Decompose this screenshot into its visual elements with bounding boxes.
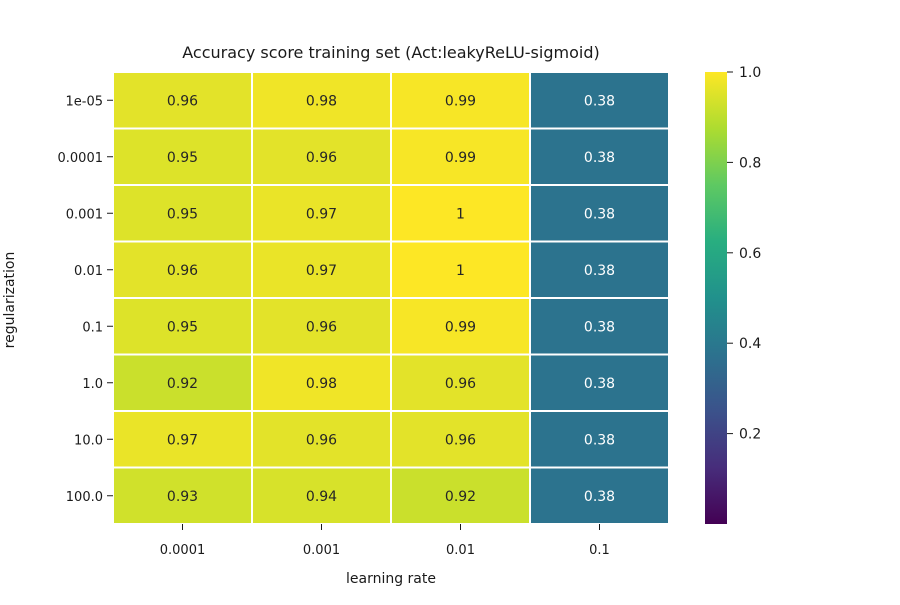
cell-value-label: 0.96 [167,263,198,279]
x-axis-label: learning rate [346,571,436,587]
cell-value-label: 0.97 [306,263,337,279]
cell-value-label: 0.98 [306,93,337,109]
x-tick-label: 0.001 [303,543,340,558]
y-tick-label: 100.0 [66,490,103,505]
colorbar-ticks: 0.2 0.4 0.6 0.8 1.0 [727,65,761,443]
cell-value-label: 0.99 [445,93,476,109]
colorbar-tick-label: 1.0 [739,65,761,81]
cell-value-label: 0.96 [306,150,337,166]
heatmap-cell [251,127,392,186]
cell-value-label: 0.95 [167,319,198,335]
heatmap-cell [529,353,670,412]
heatmap-cell [251,71,392,130]
cell-value-label: 0.38 [584,206,615,222]
heatmap-cell [529,297,670,356]
y-tick-label: 0.0001 [58,151,104,166]
heatmap-cell [390,353,531,412]
heatmap-cell [251,297,392,356]
colorbar-tick-label: 0.8 [739,155,761,171]
y-tick-labels: 1e-05 0.0001 0.001 0.01 0.1 1.0 10.0 100.0 [58,94,113,505]
chart-title: Accuracy score training set (Act:leakyRe… [182,43,599,62]
y-tick-label: 0.001 [66,207,103,222]
cell-value-label: 0.96 [167,93,198,109]
cell-value-label: 0.95 [167,150,198,166]
y-tick-label: 1e-05 [65,94,103,109]
cell-value-label: 0.92 [167,376,198,392]
y-tick-label: 0.1 [82,320,103,335]
heatmap-cell [529,184,670,243]
heatmap-cell [529,240,670,299]
cell-value-label: 1 [456,263,465,279]
heatmap-cell [112,353,253,412]
cell-value-label: 0.96 [306,432,337,448]
cell-value-label: 0.96 [445,376,476,392]
cell-value-label: 0.38 [584,432,615,448]
cell-value-label: 0.98 [306,376,337,392]
heatmap-cell [529,410,670,469]
cell-value-label: 0.38 [584,150,615,166]
cell-value-label: 0.97 [167,432,198,448]
heatmap-cell [390,297,531,356]
y-tick-label: 10.0 [74,433,103,448]
heatmap-cell [112,466,253,525]
heatmap-cell [251,184,392,243]
colorbar-tick-label: 0.4 [739,336,761,352]
cell-value-label: 0.92 [445,489,476,505]
colorbar: 0.2 0.4 0.6 0.8 1.0 [705,65,761,524]
y-axis-label: regularization [2,252,18,349]
cell-value-label: 0.38 [584,376,615,392]
x-tick-labels: 0.0001 0.001 0.01 0.1 [160,524,610,558]
x-tick-label: 0.1 [589,543,610,558]
cell-value-label: 0.96 [445,432,476,448]
heatmap-cells: 0.96 0.98 0.99 0.38 0.95 0.96 0.99 0.38 0.95 0.97… [112,71,670,525]
x-tick-label: 0.01 [446,543,475,558]
y-tick-label: 1.0 [82,377,103,392]
cell-value-label: 0.95 [167,206,198,222]
y-tick-label: 0.01 [74,264,103,279]
cell-value-label: 0.96 [306,319,337,335]
heatmap-cell [251,353,392,412]
heatmap-cell [390,466,531,525]
heatmap-cell [529,71,670,130]
heatmap-cell [251,240,392,299]
cell-value-label: 0.38 [584,263,615,279]
cell-value-label: 0.38 [584,319,615,335]
cell-value-label: 0.93 [167,489,198,505]
cell-value-label: 0.94 [306,489,337,505]
cell-value-label: 0.99 [445,150,476,166]
cell-value-label: 0.38 [584,489,615,505]
cell-value-label: 0.97 [306,206,337,222]
colorbar-tick-label: 0.2 [739,427,761,443]
heatmap-cell [529,127,670,186]
colorbar-gradient [705,72,727,524]
colorbar-tick-label: 0.6 [739,246,761,262]
x-tick-label: 0.0001 [160,543,206,558]
cell-value-label: 0.38 [584,93,615,109]
cell-value-label: 0.99 [445,319,476,335]
cell-value-label: 1 [456,206,465,222]
heatmap-cell [390,410,531,469]
